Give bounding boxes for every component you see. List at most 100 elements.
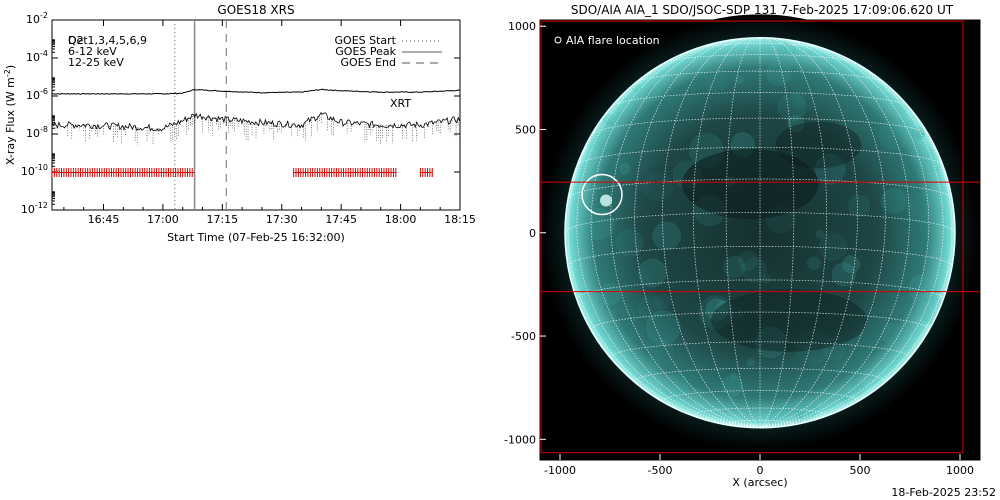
solar-active-region — [777, 93, 807, 122]
goes-flux-series — [52, 88, 460, 145]
heliographic-grid-line — [759, 66, 953, 428]
solar-active-region — [662, 373, 689, 400]
solar-active-region — [911, 126, 925, 140]
aia-title: SDO/AIA AIA_1 SDO/JSOC-SDP 131 7-Feb-202… — [571, 3, 954, 17]
heliographic-grid — [565, 37, 955, 428]
solar-active-region — [794, 395, 819, 420]
legend-goes-end: GOES End — [340, 56, 396, 69]
goes-x-tick-label: 17:00 — [147, 213, 179, 226]
solar-active-region — [920, 149, 944, 173]
solar-active-region — [791, 92, 807, 108]
solar-active-region — [705, 298, 729, 321]
solar-active-region — [916, 129, 926, 139]
aia-x-tick-label: 500 — [850, 464, 871, 477]
goes-legend: GOES Start GOES Peak GOES End — [335, 34, 442, 69]
solar-active-region — [603, 113, 616, 126]
solar-features — [581, 37, 947, 428]
solar-active-region — [642, 172, 673, 202]
solar-active-region — [898, 123, 911, 137]
heliographic-grid-line — [759, 39, 910, 428]
solar-active-region — [778, 42, 796, 60]
heliographic-grid-line — [567, 66, 761, 428]
solar-active-region — [723, 255, 746, 279]
goes-series-0 — [52, 88, 460, 95]
solar-active-region — [652, 221, 682, 251]
solar-active-region — [908, 274, 938, 304]
goes-y-tick-label: 10-2 — [26, 11, 48, 26]
detector-label-overlay: Q2 — [68, 34, 84, 47]
solar-active-region — [754, 326, 787, 359]
footer-timestamp: 18-Feb-2025 23:52 — [891, 486, 996, 499]
flare-legend-label: AIA flare location — [566, 34, 660, 47]
goes-x-tick-label: 18:15 — [444, 213, 476, 226]
coronal-hole — [682, 148, 819, 220]
aia-x-axis-label: X (arcsec) — [732, 476, 787, 489]
solar-active-region — [632, 83, 642, 94]
solar-active-region — [814, 153, 846, 185]
heliographic-grid-line — [576, 146, 944, 166]
goes-x-tick-label: 16:45 — [88, 213, 120, 226]
solar-active-region — [849, 379, 866, 396]
detector-label: Det1,3,4,5,6,9 — [68, 34, 147, 47]
aia-y-tick-label: -500 — [511, 330, 536, 343]
aia-x-tick-label: -500 — [648, 464, 673, 477]
solar-active-region — [606, 131, 619, 145]
heliographic-grid-line — [662, 37, 761, 428]
aia-flare-location-marker — [581, 173, 623, 216]
coronal-hole — [775, 121, 862, 169]
goes-y-tick-label: 10-4 — [26, 49, 48, 64]
solar-active-region — [646, 310, 681, 346]
goes-y-tick-label: 10-12 — [21, 201, 48, 216]
solar-active-region — [831, 262, 856, 287]
coronal-hole — [711, 289, 868, 352]
heliographic-grid-line — [759, 45, 944, 428]
solar-active-region — [766, 60, 792, 86]
goes-x-tick-label: 17:45 — [325, 213, 357, 226]
solar-active-region — [806, 256, 821, 271]
band-high-label: 12-25 keV — [68, 56, 124, 69]
solar-active-region — [703, 66, 729, 93]
goes-y-tick-label: 10-10 — [21, 163, 48, 178]
xrt-fov-label: XRT FOV — [552, 422, 599, 435]
solar-active-region — [698, 295, 733, 330]
xrt-label: XRT — [390, 97, 411, 110]
aia-x-tick-label: 1000 — [946, 464, 974, 477]
solar-active-region — [746, 358, 756, 367]
solar-limb — [564, 37, 956, 429]
aia-x-tick-label: 0 — [757, 464, 764, 477]
aia-y-axis: -1000 -500 0 500 1000 — [504, 20, 546, 446]
solar-active-region — [598, 282, 622, 306]
goes-y-axis-label: X-ray Flux (W m-2) — [3, 65, 17, 165]
solar-active-region — [787, 115, 805, 133]
legend-goes-peak: GOES Peak — [335, 45, 396, 58]
solar-active-region — [880, 187, 907, 214]
flare-legend-marker — [554, 36, 562, 44]
solar-active-region — [637, 364, 649, 375]
goes-x-axis-label: Start Time (07-Feb-25 16:32:00) — [167, 231, 345, 244]
goes-y-tick-label: 10-8 — [26, 125, 48, 140]
goes-xrs-chart: GOES18 XRS 10-12 10-10 10-8 10-6 10-4 10-2 16… — [3, 3, 476, 244]
aia-image-panel: SDO/AIA AIA_1 SDO/JSOC-SDP 131 7-Feb-202… — [504, 3, 981, 489]
aia-y-tick-label: 0 — [529, 227, 536, 240]
goes-series-1 — [52, 112, 460, 132]
heliographic-grid-line — [634, 38, 761, 428]
solar-active-region — [741, 257, 768, 284]
aia-y-tick-label: -1000 — [504, 433, 536, 446]
solar-active-region — [818, 232, 848, 261]
solar-active-region — [737, 250, 759, 271]
solar-active-region — [803, 343, 813, 352]
solar-active-region — [729, 372, 739, 382]
goes-x-axis: 16:45 17:00 17:15 17:30 17:45 18:00 18:15 — [63, 20, 476, 226]
solar-active-region — [906, 191, 941, 226]
solar-active-region — [619, 163, 631, 175]
aia-x-axis: -1000 -500 0 500 1000 — [544, 454, 974, 477]
solar-active-region — [654, 292, 671, 310]
solar-active-region — [638, 258, 667, 288]
legend-goes-start: GOES Start — [335, 34, 397, 47]
heliographic-grid-line — [759, 37, 858, 428]
solar-active-region — [616, 229, 644, 257]
solar-active-region — [847, 194, 871, 218]
aia-y-tick-label: 500 — [515, 123, 536, 136]
heliographic-grid-line — [567, 178, 953, 199]
goes-y-axis: 10-12 10-10 10-8 10-6 10-4 10-2 — [21, 11, 460, 216]
